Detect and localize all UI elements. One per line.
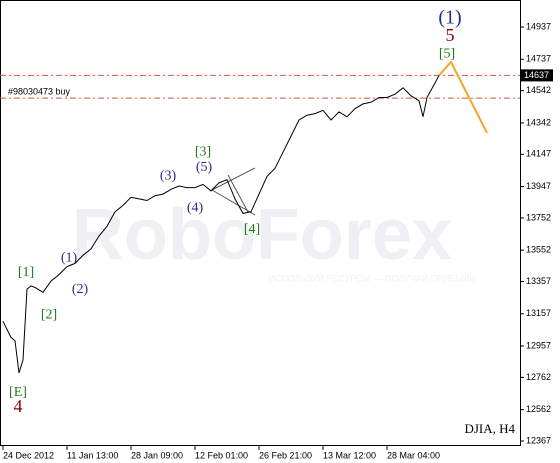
y-tick-label: 13552 [526,245,551,255]
order-label: #98030473 buy [8,86,71,96]
wave-label: (5) [196,160,213,175]
x-tick-label: 26 Feb 21:00 [259,450,312,460]
y-tick-label: 13157 [526,308,551,318]
watermark-tagline: ИСПОЛЬЗУЙ РЕСУРСЫ — ПОЛУЧАЙ ПРИБЫЛЬ [269,272,476,283]
symbol-label: DJIA, H4 [464,421,515,436]
wave-label: [E] [9,385,27,400]
x-tick-label: 28 Mar 04:00 [387,450,440,460]
wave-label: [3] [195,144,211,159]
x-tick-label: 24 Dec 2012 [3,450,54,460]
y-tick-label: 14937 [526,21,551,31]
triangle-pattern [211,167,256,216]
y-tick-label: 14737 [526,54,551,64]
y-tick-label: 14542 [526,85,551,95]
wave-label: (1) [438,7,461,29]
watermark: RoboForex [72,195,452,275]
x-tick-label: 28 Jan 09:00 [131,450,183,460]
line-series [438,60,488,134]
price-label: 14637 [524,70,549,80]
wave-label: 4 [14,396,23,416]
line-series [2,75,440,374]
y-tick-label: 13752 [526,212,551,222]
triangle-line [227,174,249,213]
y-tick-label: 12367 [526,435,551,445]
x-tick-label: 12 Feb 01:00 [195,450,248,460]
wave-label: 5 [446,25,455,45]
y-tick-label: 12762 [526,372,551,382]
y-tick-label: 14147 [526,149,551,159]
wave-label: (3) [160,168,177,183]
y-tick-label: 12562 [526,404,551,414]
wave-label: (4) [187,200,204,215]
y-tick-label: 13357 [526,276,551,286]
wave-label: (2) [72,282,89,297]
plot-layer: 14937 14737 14542 14342 14147 13947 13752 13552… [0,7,553,460]
x-tick-label: 13 Mar 12:00 [323,450,376,460]
wave-label: [1] [18,265,34,280]
x-tick-label: 11 Jan 13:00 [67,450,118,460]
triangle-line [211,167,256,191]
y-tick-label: 13947 [526,181,551,191]
y-tick-label: 14342 [526,117,551,127]
y-tick-label: 12957 [526,340,551,350]
wave-label: [5] [439,46,455,61]
plot-frame [0,0,521,446]
price-box [521,69,553,82]
wave-label: [4] [244,222,260,237]
wave-label: [2] [41,307,57,322]
wave-label: (1) [61,250,78,265]
